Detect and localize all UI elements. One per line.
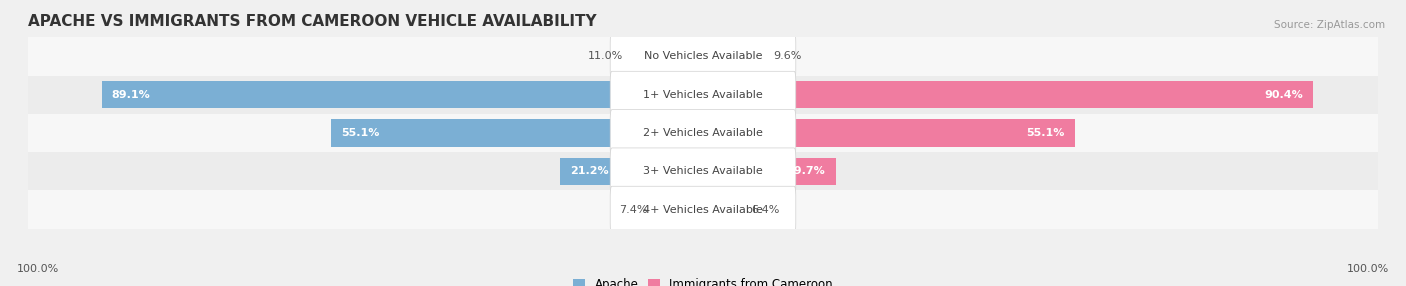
Text: 4+ Vehicles Available: 4+ Vehicles Available [643, 205, 763, 214]
FancyBboxPatch shape [610, 71, 796, 118]
FancyBboxPatch shape [610, 110, 796, 156]
FancyBboxPatch shape [610, 148, 796, 195]
Text: No Vehicles Available: No Vehicles Available [644, 51, 762, 61]
Bar [28, 114, 1378, 152]
Bar [628, 43, 703, 70]
Text: Source: ZipAtlas.com: Source: ZipAtlas.com [1274, 20, 1385, 30]
Text: 21.2%: 21.2% [569, 166, 609, 176]
Text: 100.0%: 100.0% [1347, 264, 1389, 274]
FancyBboxPatch shape [610, 186, 796, 233]
Bar [703, 81, 1313, 108]
Text: 3+ Vehicles Available: 3+ Vehicles Available [643, 166, 763, 176]
Legend: Apache, Immigrants from Cameroon: Apache, Immigrants from Cameroon [568, 273, 838, 286]
Bar [560, 158, 703, 185]
Bar [332, 119, 703, 147]
Text: 19.7%: 19.7% [787, 166, 825, 176]
Bar [28, 76, 1378, 114]
Bar [652, 196, 703, 223]
Text: 7.4%: 7.4% [619, 205, 648, 214]
Bar [703, 43, 768, 70]
Text: APACHE VS IMMIGRANTS FROM CAMEROON VEHICLE AVAILABILITY: APACHE VS IMMIGRANTS FROM CAMEROON VEHIC… [28, 14, 596, 29]
Bar [703, 119, 1074, 147]
Text: 90.4%: 90.4% [1264, 90, 1303, 100]
Text: 100.0%: 100.0% [17, 264, 59, 274]
Text: 1+ Vehicles Available: 1+ Vehicles Available [643, 90, 763, 100]
Text: 6.4%: 6.4% [752, 205, 780, 214]
Text: 9.6%: 9.6% [773, 51, 801, 61]
Text: 55.1%: 55.1% [1026, 128, 1064, 138]
Bar [28, 37, 1378, 76]
Bar [703, 196, 747, 223]
Bar [703, 158, 837, 185]
Bar [28, 190, 1378, 229]
Text: 55.1%: 55.1% [342, 128, 380, 138]
FancyBboxPatch shape [610, 33, 796, 80]
Text: 11.0%: 11.0% [588, 51, 623, 61]
Text: 2+ Vehicles Available: 2+ Vehicles Available [643, 128, 763, 138]
Bar [101, 81, 703, 108]
Bar [28, 152, 1378, 190]
Text: 89.1%: 89.1% [112, 90, 150, 100]
